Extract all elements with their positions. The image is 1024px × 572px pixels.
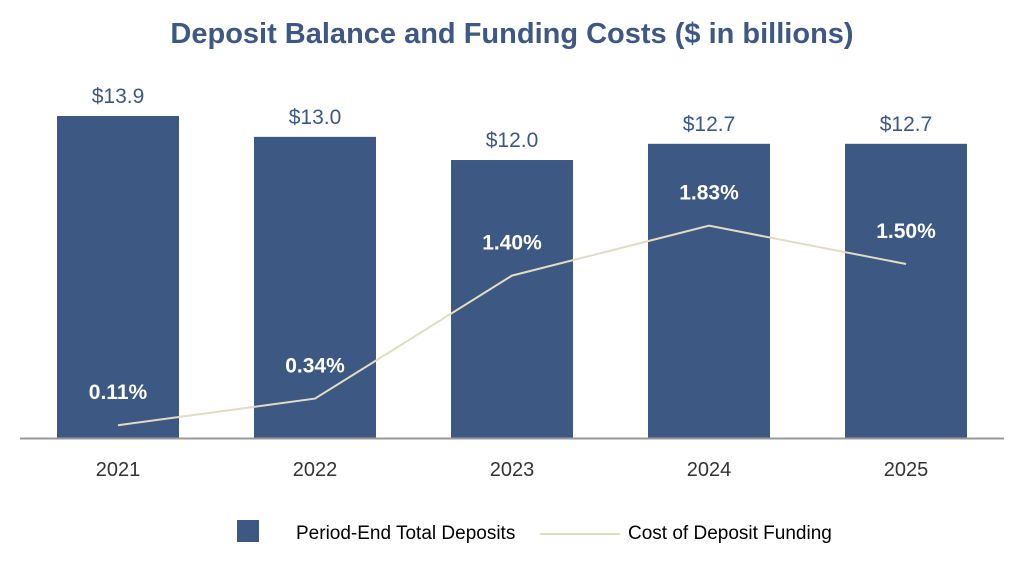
line-value-label-2022: 0.34% (285, 355, 345, 378)
bar-value-label-2024: $12.7 (683, 113, 736, 136)
x-tick-label-2025: 2025 (884, 459, 929, 481)
bar-value-label-2021: $13.9 (92, 85, 145, 108)
bar-label-group: $13.9 $13.0 $12.0 $12.7 $12.7 (92, 85, 933, 152)
bar-value-label-2023: $12.0 (486, 129, 539, 152)
x-tick-label-2024: 2024 (687, 459, 732, 481)
legend-line-label: Cost of Deposit Funding (628, 523, 832, 544)
bar-2022 (254, 136, 376, 438)
legend-bar-swatch (237, 520, 259, 542)
legend: Period-End Total Deposits Cost of Deposi… (237, 520, 832, 544)
x-tick-label-2023: 2023 (490, 459, 535, 481)
bar-group (57, 116, 967, 438)
bar-value-label-2025: $12.7 (880, 113, 933, 136)
line-value-label-2024: 1.83% (679, 182, 739, 205)
line-label-group: 0.11% 0.34% 1.40% 1.83% 1.50% (89, 182, 936, 405)
x-tick-label-2022: 2022 (293, 459, 338, 481)
x-tick-label-2021: 2021 (96, 459, 141, 481)
x-tick-group: 2021 2022 2023 2024 2025 (96, 459, 929, 481)
bar-value-label-2022: $13.0 (289, 106, 342, 129)
chart-title: Deposit Balance and Funding Costs ($ in … (170, 18, 853, 50)
bar-2021 (57, 116, 179, 438)
line-value-label-2023: 1.40% (482, 232, 542, 255)
line-value-label-2021: 0.11% (89, 381, 148, 404)
line-series-group (117, 224, 907, 427)
bar-2024 (648, 143, 770, 438)
bar-2025 (845, 143, 967, 438)
line-value-label-2025: 1.50% (876, 220, 936, 243)
bar-2023 (451, 160, 573, 438)
cost-of-deposit-funding-line (117, 224, 907, 427)
legend-bar-label: Period-End Total Deposits (296, 523, 515, 544)
